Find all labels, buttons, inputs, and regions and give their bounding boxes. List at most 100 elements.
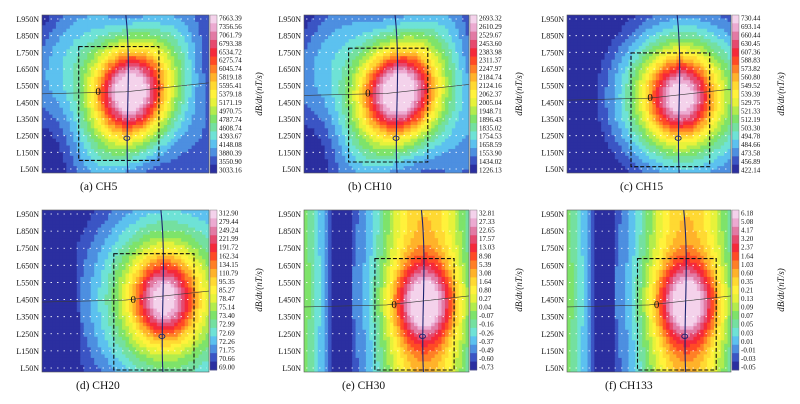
heatmap-cell: [42, 28, 47, 33]
heatmap-cell: [195, 18, 200, 23]
heatmap-cell: [331, 80, 336, 85]
heatmap-cell: [631, 21, 636, 26]
heatmap-cell: [94, 118, 99, 123]
heatmap-cell: [307, 28, 312, 33]
heatmap-cell: [146, 169, 151, 173]
heatmap-cell: [379, 66, 384, 71]
heatmap-cell: [649, 18, 654, 23]
heatmap-cell: [369, 45, 374, 50]
heatmap-cell: [184, 111, 189, 116]
heatmap-cell: [149, 131, 154, 136]
heatmap-cell: [167, 18, 172, 23]
heatmap-cell: [444, 121, 449, 126]
heatmap-cell: [170, 111, 175, 116]
heatmap-cell: [352, 114, 357, 119]
y-tick-label: L450N: [16, 98, 39, 107]
heatmap-cell: [101, 138, 106, 143]
colorbar-tick-label: 7061.79: [219, 31, 242, 39]
heatmap-cell: [379, 148, 384, 153]
heatmap-cell: [420, 131, 425, 136]
heatmap-cell: [167, 148, 172, 153]
heatmap-cell: [465, 90, 469, 95]
heatmap-cell: [321, 145, 326, 150]
heatmap-cell: [386, 76, 391, 81]
heatmap-cell: [434, 166, 439, 171]
heatmap-cell: [76, 80, 81, 85]
heatmap-cell: [94, 49, 99, 54]
heatmap-cell: [324, 69, 329, 74]
heatmap-cell: [420, 148, 425, 153]
colorbar-swatch: [470, 31, 477, 41]
colorbar-tick-label: 4393.67: [219, 133, 242, 141]
heatmap-cell: [69, 45, 74, 50]
heatmap-cell: [55, 56, 60, 61]
heatmap-cell: [198, 49, 203, 54]
heatmap-cell: [365, 39, 370, 44]
heatmap-cell: [645, 42, 650, 47]
heatmap-cell: [188, 42, 193, 47]
heatmap-cell: [717, 39, 722, 44]
heatmap-cell: [111, 142, 116, 147]
heatmap-cell: [66, 97, 71, 102]
heatmap-cell: [727, 28, 731, 33]
heatmap-cell: [307, 142, 312, 147]
heatmap-cell: [407, 111, 412, 116]
heatmap-cell: [700, 15, 705, 20]
heatmap-cell: [205, 90, 209, 95]
heatmap-cell: [97, 28, 102, 33]
heatmap-cell: [431, 104, 436, 109]
heatmap-cell: [76, 39, 81, 44]
heatmap-cell: [111, 32, 116, 37]
heatmap-cell: [310, 152, 315, 157]
heatmap-cell: [181, 52, 186, 57]
heatmap-cell: [153, 138, 158, 143]
heatmap-cell: [87, 128, 92, 133]
heatmap-cell: [655, 42, 660, 47]
heatmap-cell: [97, 118, 102, 123]
heatmap-cell: [94, 124, 99, 129]
heatmap-cell: [170, 121, 175, 126]
heatmap-cell: [160, 111, 165, 116]
heatmap-cell: [383, 118, 388, 123]
heatmap-cell: [345, 104, 350, 109]
heatmap-cell: [174, 63, 179, 68]
heatmap-cell: [362, 138, 367, 143]
heatmap-cell: [135, 73, 141, 78]
heatmap-cell: [420, 124, 425, 129]
heatmap-cell: [66, 45, 71, 50]
heatmap-cell: [59, 135, 64, 140]
heatmap-cell: [451, 49, 456, 54]
heatmap-cell: [205, 39, 209, 44]
heatmap-cell: [87, 45, 92, 50]
heatmap-cell: [205, 66, 209, 71]
heatmap-cell: [73, 118, 78, 123]
heatmap-cell: [376, 114, 381, 119]
heatmap-cell: [307, 73, 312, 78]
heatmap-cell: [420, 169, 425, 173]
heatmap-cell: [122, 21, 127, 26]
heatmap-cell: [434, 76, 439, 81]
heatmap-cell: [331, 42, 336, 47]
heatmap-cell: [700, 18, 705, 23]
heatmap-cell: [188, 107, 193, 112]
heatmap-cell: [438, 15, 443, 20]
heatmap-cell: [462, 28, 467, 33]
heatmap-cell: [383, 66, 388, 71]
heatmap-cell: [396, 66, 401, 71]
heatmap-cell: [334, 135, 339, 140]
heatmap-cell: [62, 59, 67, 64]
heatmap-cell: [348, 56, 353, 61]
heatmap-cell: [431, 56, 436, 61]
heatmap-cell: [80, 42, 85, 47]
colorbar-tick-label: 2184.74: [479, 74, 502, 82]
heatmap-cell: [438, 87, 443, 92]
heatmap-cell: [386, 124, 391, 129]
heatmap-cell: [465, 104, 469, 109]
heatmap-cell: [338, 107, 343, 112]
heatmap-cell: [128, 69, 134, 74]
heatmap-cell: [451, 111, 456, 116]
heatmap-cell: [321, 159, 326, 164]
heatmap-cell: [431, 83, 436, 88]
heatmap-cell: [389, 32, 394, 37]
heatmap-cell: [174, 145, 179, 150]
